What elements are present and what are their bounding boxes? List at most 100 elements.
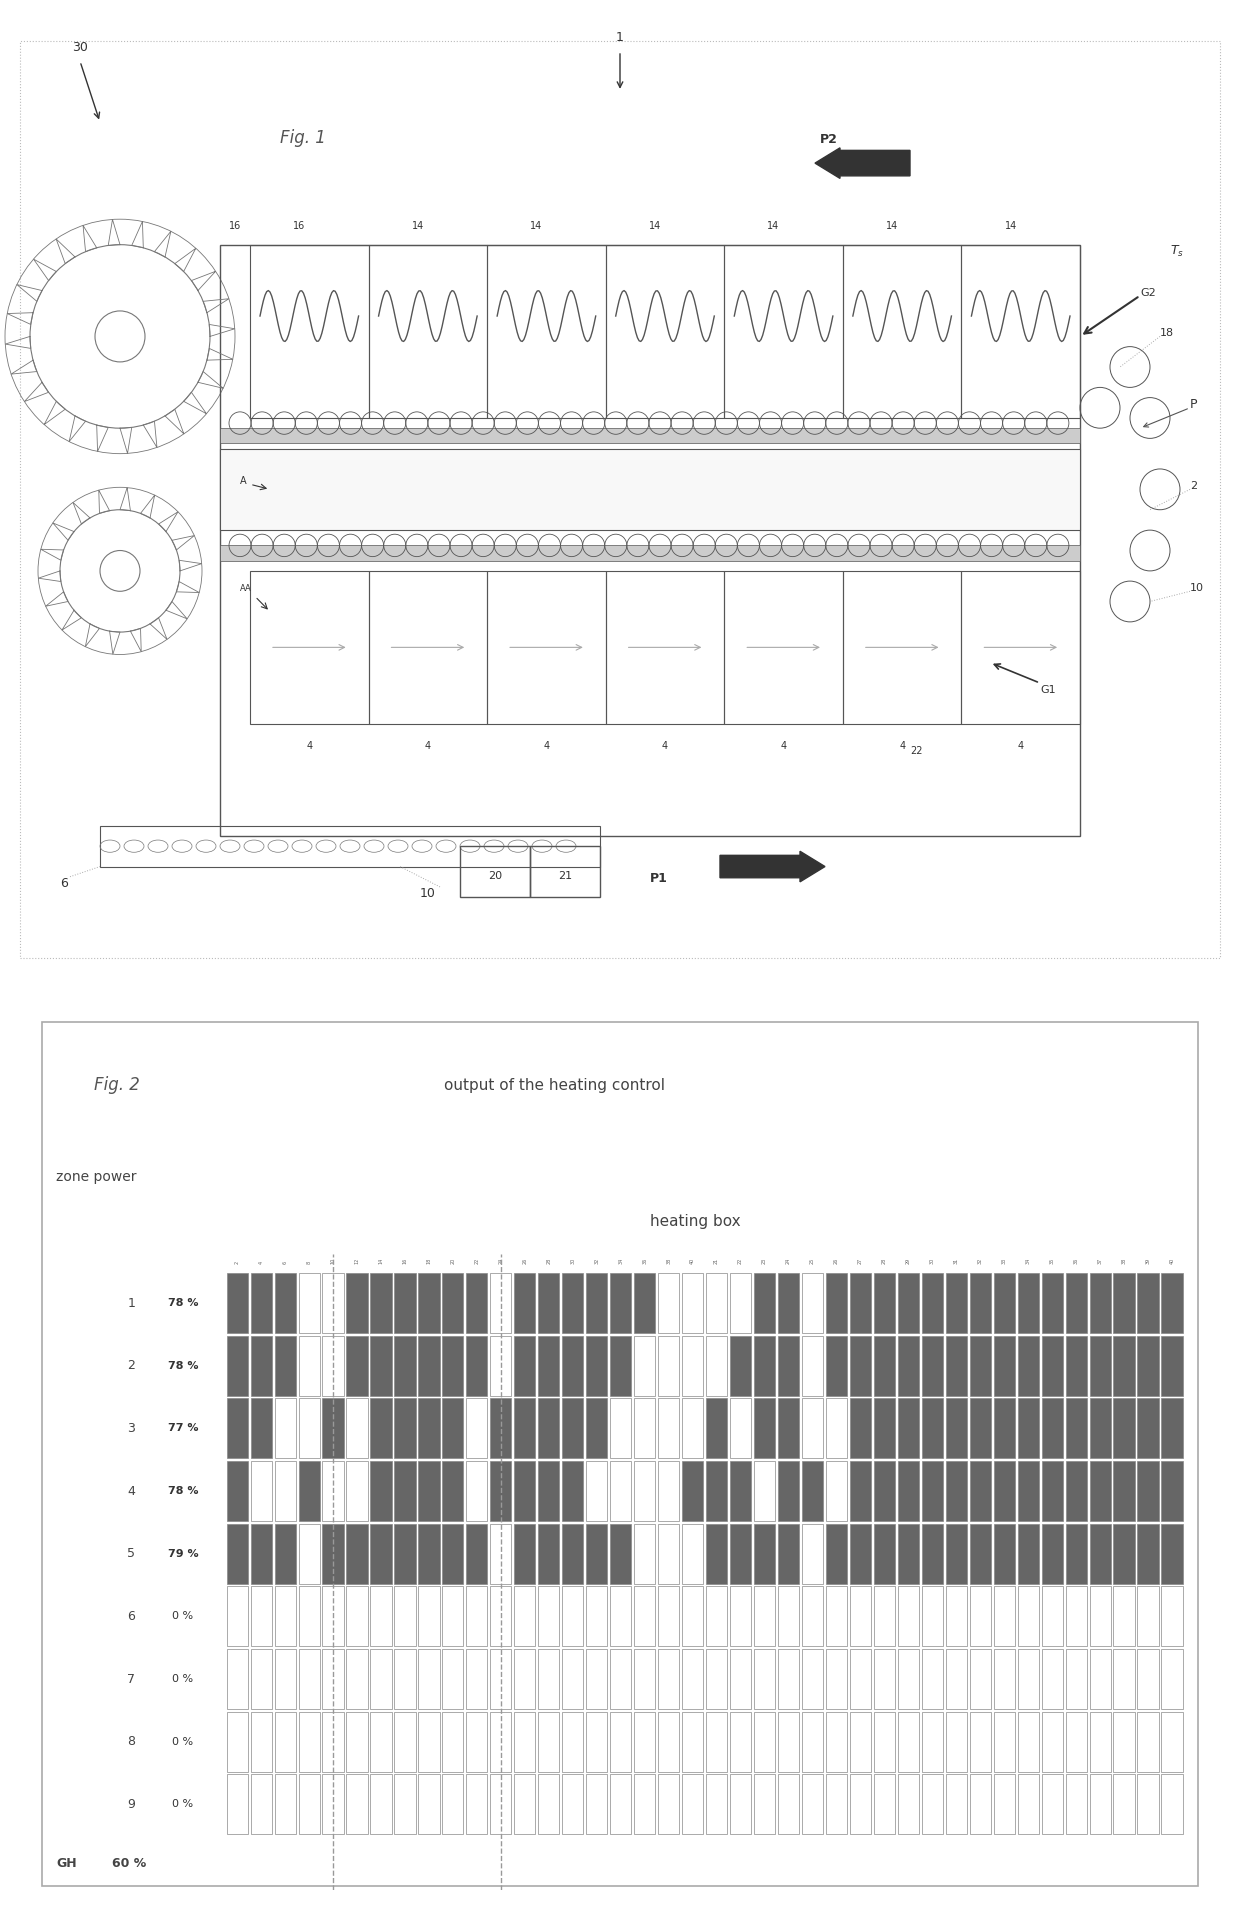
Bar	[634, 1648, 655, 1710]
Bar	[1042, 1712, 1063, 1771]
Bar	[802, 1524, 823, 1583]
Bar	[490, 1399, 511, 1458]
Bar	[1065, 1587, 1086, 1647]
Bar	[898, 1775, 919, 1835]
Bar	[874, 1336, 895, 1395]
Bar	[921, 1712, 942, 1771]
Bar	[682, 1712, 703, 1771]
Text: P: P	[1190, 397, 1198, 411]
Bar	[371, 1775, 392, 1835]
Text: 40: 40	[691, 1259, 696, 1265]
Text: Fig. 2: Fig. 2	[93, 1077, 139, 1094]
Bar	[849, 1587, 870, 1647]
Bar	[346, 1775, 367, 1835]
Bar	[587, 1712, 608, 1771]
Text: 10: 10	[1190, 583, 1204, 593]
Bar	[706, 1336, 727, 1395]
Bar	[970, 1460, 991, 1522]
Bar	[754, 1587, 775, 1647]
Bar	[610, 1336, 631, 1395]
Bar	[777, 1336, 799, 1395]
Bar	[466, 1272, 487, 1334]
Bar	[993, 1460, 1014, 1522]
Text: 18: 18	[427, 1259, 432, 1265]
Bar	[346, 1648, 367, 1710]
Text: heating box: heating box	[650, 1215, 740, 1230]
Bar	[219, 449, 1080, 530]
Bar	[777, 1587, 799, 1647]
Bar	[346, 1336, 367, 1395]
Bar	[802, 1712, 823, 1771]
Text: 10: 10	[331, 1259, 336, 1265]
Bar	[515, 1587, 536, 1647]
Bar	[724, 572, 843, 723]
Bar	[538, 1775, 559, 1835]
Text: 60 %: 60 %	[113, 1858, 146, 1871]
Text: 23: 23	[763, 1259, 768, 1265]
Bar	[371, 1524, 392, 1583]
Bar	[970, 1775, 991, 1835]
Bar	[443, 1648, 464, 1710]
Bar	[418, 1648, 439, 1710]
Bar	[538, 1712, 559, 1771]
Bar	[849, 1336, 870, 1395]
Bar	[777, 1648, 799, 1710]
Text: 0 %: 0 %	[172, 1800, 193, 1810]
Bar	[970, 1648, 991, 1710]
Bar	[1162, 1712, 1183, 1771]
Bar	[1162, 1587, 1183, 1647]
Bar	[1090, 1272, 1111, 1334]
Text: 2: 2	[1190, 482, 1197, 491]
Bar	[777, 1399, 799, 1458]
Text: 30: 30	[72, 40, 88, 54]
Text: 38: 38	[666, 1259, 671, 1265]
Bar	[946, 1460, 967, 1522]
Text: 30: 30	[930, 1259, 935, 1265]
Text: 6: 6	[128, 1610, 135, 1623]
Bar	[658, 1272, 680, 1334]
Text: 9: 9	[128, 1798, 135, 1812]
Bar	[394, 1399, 415, 1458]
Bar	[562, 1524, 583, 1583]
Bar	[418, 1587, 439, 1647]
Bar	[394, 1272, 415, 1334]
Bar	[443, 1399, 464, 1458]
Bar	[227, 1712, 248, 1771]
Bar	[322, 1336, 343, 1395]
Bar	[274, 1460, 295, 1522]
Bar	[682, 1775, 703, 1835]
Bar	[394, 1587, 415, 1647]
Bar	[1065, 1460, 1086, 1522]
Text: 21: 21	[558, 871, 572, 881]
Bar	[1162, 1336, 1183, 1395]
Bar	[1137, 1460, 1158, 1522]
Bar	[921, 1399, 942, 1458]
Bar	[100, 825, 600, 867]
Bar	[250, 1587, 272, 1647]
Bar	[802, 1399, 823, 1458]
Bar	[418, 1272, 439, 1334]
Bar	[418, 1399, 439, 1458]
Bar	[538, 1399, 559, 1458]
Text: 0 %: 0 %	[172, 1612, 193, 1622]
Bar	[634, 1272, 655, 1334]
Bar	[515, 1460, 536, 1522]
Bar	[706, 1460, 727, 1522]
Bar	[730, 1587, 751, 1647]
Bar	[1018, 1272, 1039, 1334]
Text: 18: 18	[1159, 328, 1174, 338]
Bar	[706, 1399, 727, 1458]
Bar	[1137, 1336, 1158, 1395]
Bar	[706, 1775, 727, 1835]
Bar	[610, 1648, 631, 1710]
Bar	[993, 1587, 1014, 1647]
Bar	[706, 1648, 727, 1710]
Bar	[322, 1399, 343, 1458]
Bar	[562, 1460, 583, 1522]
Bar	[587, 1587, 608, 1647]
Bar	[946, 1399, 967, 1458]
Bar	[1137, 1524, 1158, 1583]
Text: 31: 31	[954, 1259, 959, 1265]
Bar	[1042, 1524, 1063, 1583]
Text: 37: 37	[1097, 1259, 1102, 1265]
